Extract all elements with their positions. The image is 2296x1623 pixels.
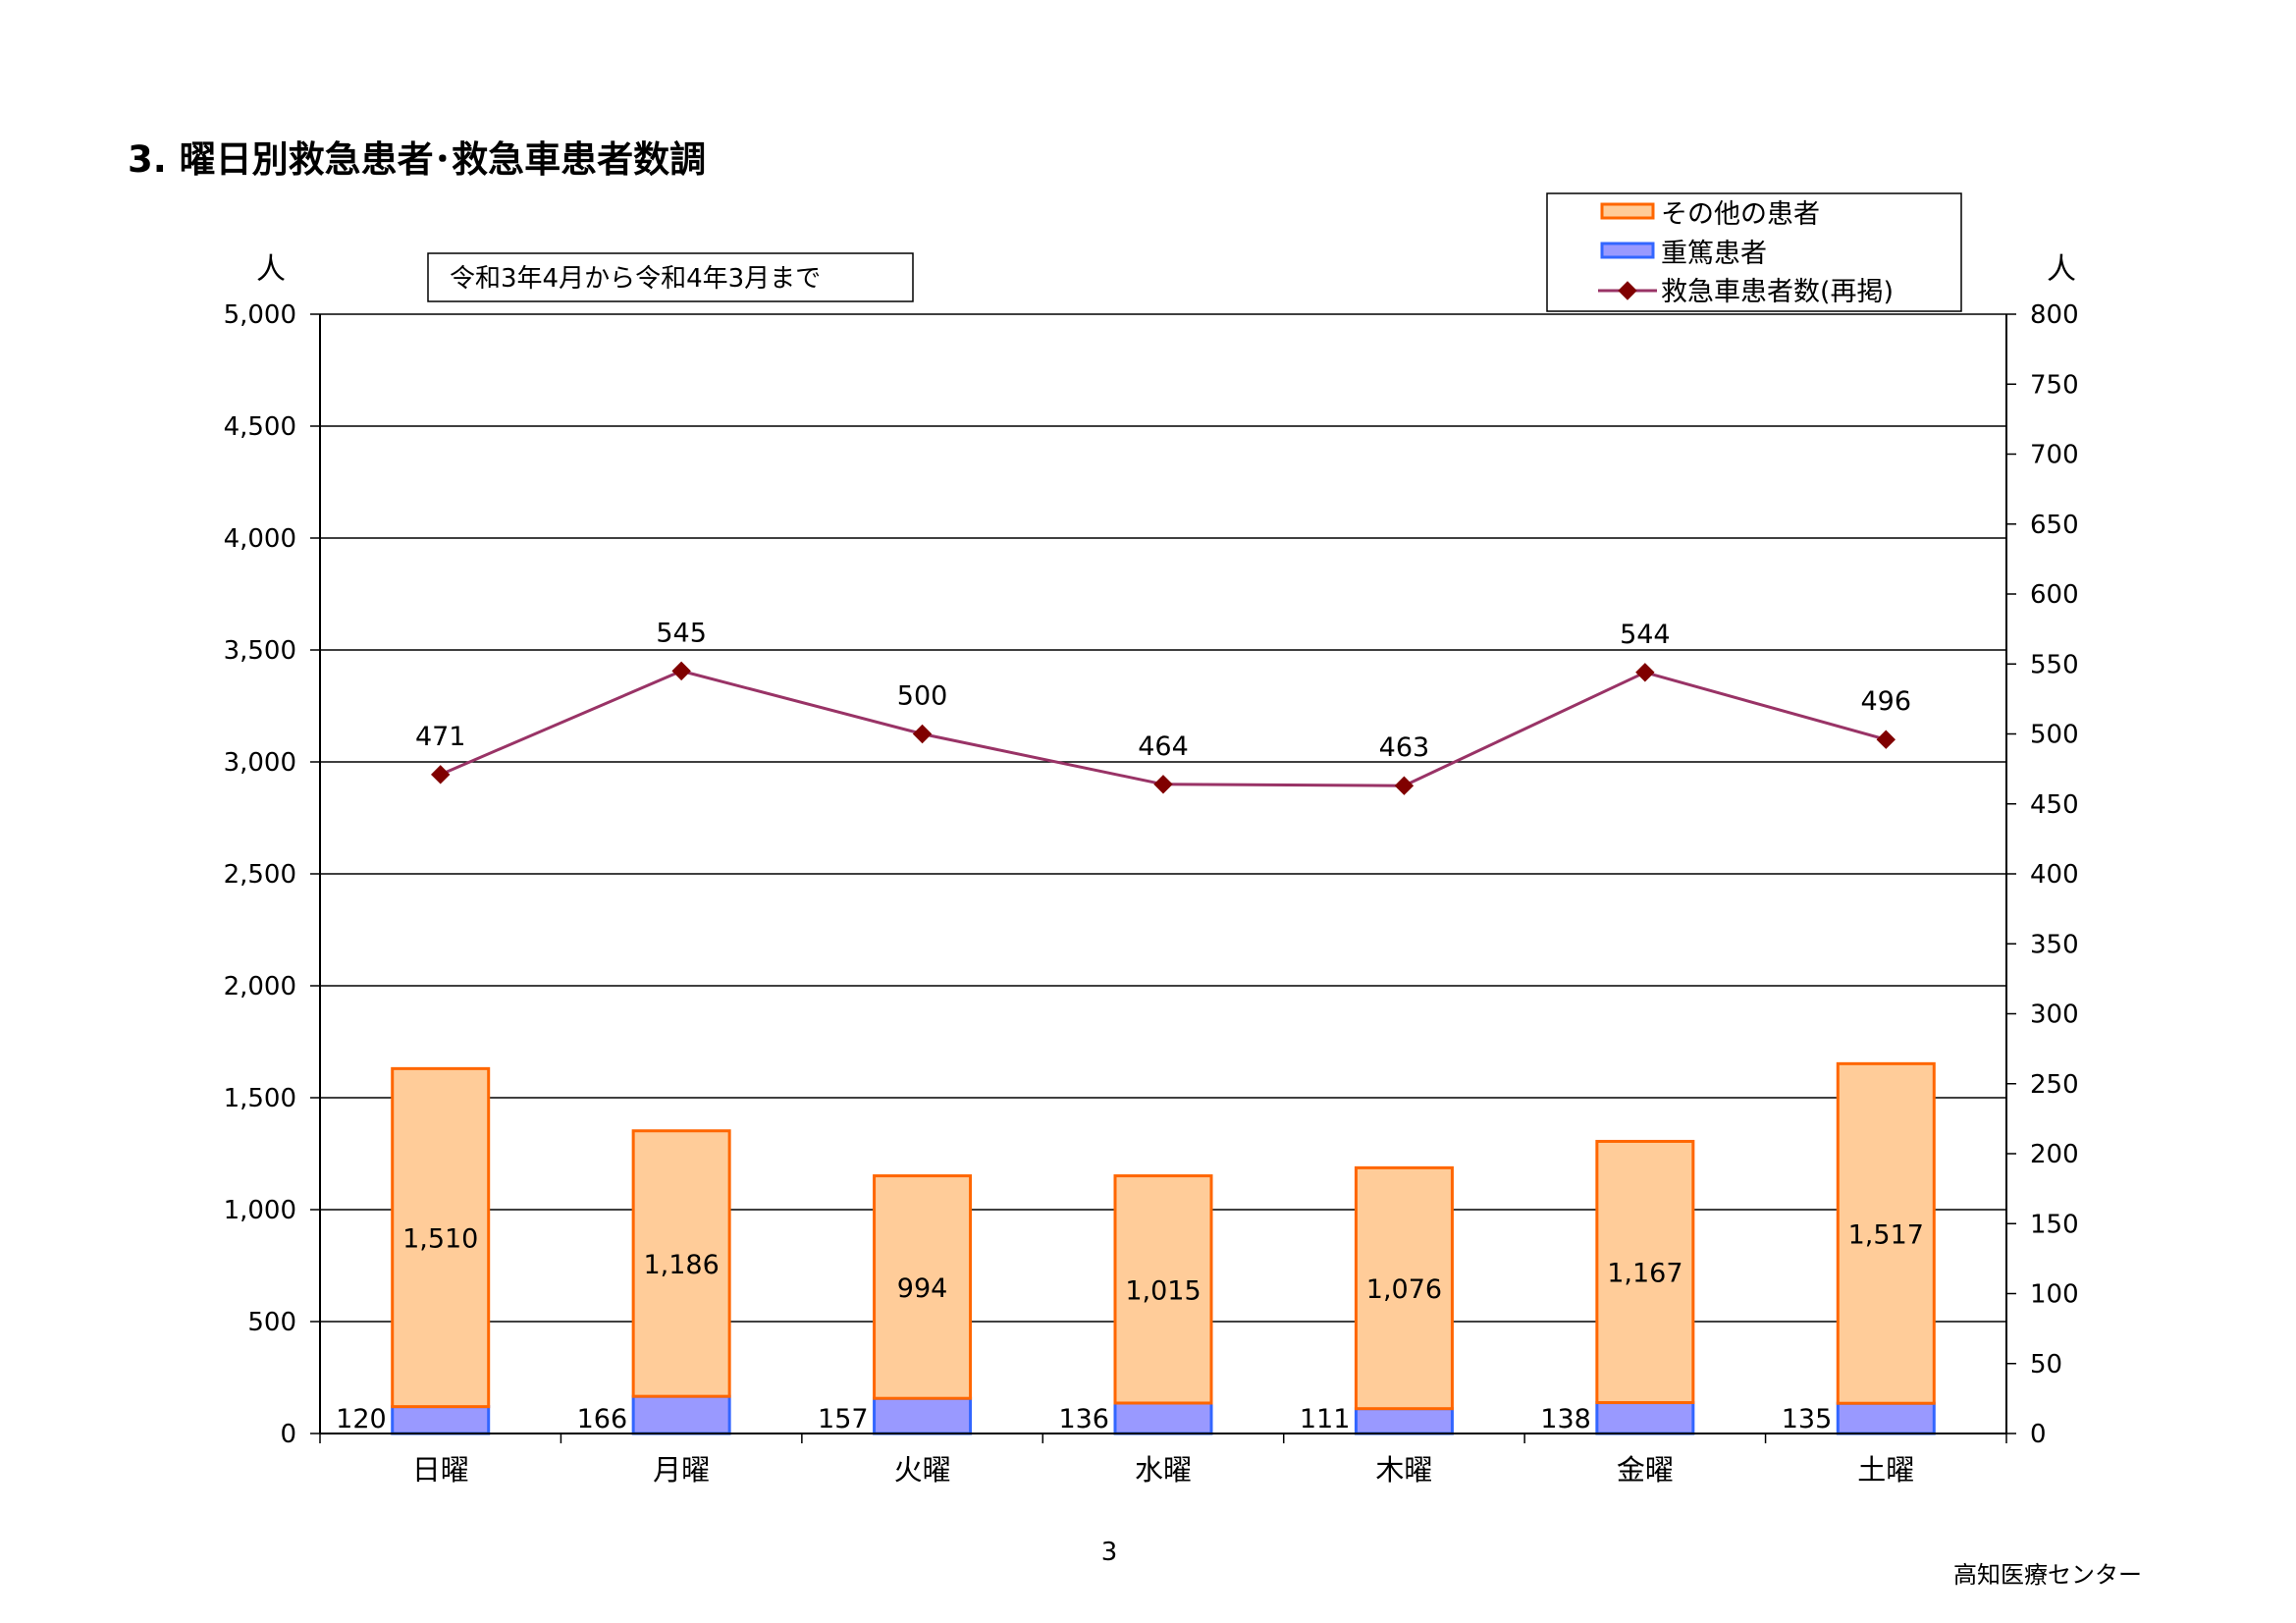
period-note-box: 令和3年4月から令和4年3月まで [427, 252, 914, 302]
data-label-other: 994 [897, 1273, 948, 1304]
left-axis-tick-label: 3,000 [224, 748, 296, 778]
right-axis-tick-label: 200 [2030, 1140, 2079, 1169]
footer-organization: 高知医療センター [1953, 1561, 2142, 1589]
bar-severe [391, 1405, 491, 1435]
left-axis-tick-label: 1,500 [224, 1084, 296, 1113]
legend-label-ambulance: 救急車患者数(再掲) [1661, 277, 1894, 307]
bar-other [391, 1066, 491, 1409]
x-axis-tick-label: 土曜 [1857, 1453, 1914, 1487]
data-label-ambulance: 463 [1379, 732, 1430, 763]
left-axis-tick-label: 5,000 [224, 300, 296, 330]
right-axis-tick-label: 350 [2030, 930, 2079, 959]
bar-other [1595, 1139, 1695, 1405]
left-axis-tick-label: 1,000 [224, 1196, 296, 1225]
data-label-ambulance: 464 [1138, 731, 1189, 762]
data-label-severe: 136 [1058, 1404, 1109, 1434]
data-label-other: 1,517 [1848, 1219, 1924, 1250]
data-label-ambulance: 496 [1861, 686, 1912, 717]
data-label-severe: 157 [818, 1404, 869, 1434]
right-axis-tick-label: 0 [2030, 1420, 2047, 1449]
data-labels: 120 1,510 166 1,186 157 994 136 1,015 111 1,076 13… [336, 618, 1924, 1434]
bar-other [1354, 1165, 1454, 1411]
bar-severe [1113, 1401, 1213, 1435]
right-axis-tick-label: 250 [2030, 1070, 2079, 1100]
right-axis-tick-label: 50 [2030, 1350, 2062, 1380]
bar-severe [631, 1394, 731, 1435]
ambulance-marker [1394, 776, 1415, 795]
ambulance-marker [671, 661, 691, 681]
left-axis-tick-label: 3,500 [224, 636, 296, 666]
bar-severe [1595, 1401, 1695, 1435]
x-axis-tick-label: 金曜 [1617, 1453, 1674, 1487]
ambulance-marker [431, 765, 451, 784]
left-axis-tick-label: 0 [280, 1420, 296, 1449]
left-axis-tick-label: 4,500 [224, 412, 296, 442]
legend: その他の患者 重篤患者 救急車患者数(再掲) [1546, 192, 1962, 312]
axis-ticks: 05001,0001,5002,0002,5003,0003,5004,0004… [224, 300, 2079, 1487]
legend-marker-sample [1618, 281, 1637, 300]
data-label-severe: 135 [1782, 1404, 1833, 1434]
right-axis-tick-label: 150 [2030, 1210, 2079, 1239]
ambulance-marker [912, 724, 933, 744]
right-axis-unit: 人 [2047, 252, 2076, 287]
data-label-other: 1,015 [1125, 1275, 1201, 1306]
data-label-ambulance: 545 [656, 618, 707, 648]
data-label-other: 1,510 [402, 1224, 478, 1255]
right-axis-tick-label: 550 [2030, 650, 2079, 679]
page-number: 3 [1100, 1538, 1118, 1567]
data-label-ambulance: 500 [897, 681, 948, 712]
bar-other [1836, 1061, 1936, 1405]
data-label-other: 1,076 [1366, 1274, 1442, 1305]
legend-swatch-severe [1600, 242, 1655, 259]
bar-other [873, 1174, 973, 1400]
data-label-other: 1,167 [1607, 1258, 1682, 1288]
x-axis-tick-label: 木曜 [1375, 1453, 1432, 1487]
right-axis-tick-label: 700 [2030, 441, 2079, 470]
left-axis-tick-label: 2,000 [224, 972, 296, 1001]
left-axis-tick-label: 500 [247, 1308, 296, 1337]
bar-severe [873, 1396, 973, 1435]
ambulance-marker [1153, 775, 1173, 794]
bar-severe [1354, 1407, 1454, 1435]
right-axis-tick-label: 500 [2030, 721, 2079, 750]
right-axis-tick-label: 400 [2030, 860, 2079, 890]
bars [391, 1061, 1936, 1435]
right-axis-tick-label: 600 [2030, 580, 2079, 610]
data-label-severe: 138 [1540, 1404, 1591, 1434]
data-label-ambulance: 471 [415, 722, 466, 752]
x-axis-tick-label: 火曜 [894, 1453, 951, 1487]
bar-other [1113, 1174, 1213, 1405]
x-axis-tick-label: 日曜 [412, 1453, 469, 1487]
right-axis-tick-label: 650 [2030, 511, 2079, 540]
data-label-other: 1,186 [643, 1250, 719, 1280]
left-axis-tick-label: 4,000 [224, 524, 296, 554]
legend-label-severe: 重篤患者 [1661, 239, 1767, 269]
left-axis-unit: 人 [256, 252, 286, 287]
data-label-severe: 120 [336, 1404, 387, 1434]
right-axis-tick-label: 100 [2030, 1280, 2079, 1310]
data-label-severe: 111 [1300, 1404, 1351, 1434]
bar-other [631, 1129, 731, 1398]
data-label-severe: 166 [577, 1404, 628, 1434]
x-axis-tick-label: 水曜 [1135, 1453, 1192, 1487]
period-note: 令和3年4月から令和4年3月まで [450, 264, 821, 294]
data-label-ambulance: 544 [1620, 620, 1671, 650]
bar-severe [1836, 1401, 1936, 1435]
right-axis-tick-label: 800 [2030, 300, 2079, 330]
page-title: 3. 曜日別救急患者･救急車患者数調 [128, 138, 707, 181]
ambulance-marker [1876, 730, 1896, 749]
legend-label-other: その他の患者 [1661, 199, 1820, 230]
right-axis-tick-label: 300 [2030, 1001, 2079, 1030]
right-axis-tick-label: 450 [2030, 790, 2079, 820]
right-axis-tick-label: 750 [2030, 370, 2079, 400]
left-axis-tick-label: 2,500 [224, 860, 296, 890]
ambulance-line [431, 661, 1896, 795]
legend-swatch-other [1600, 202, 1655, 220]
ambulance-marker [1635, 663, 1655, 682]
grid-lines [320, 313, 2006, 1323]
x-axis-tick-label: 月曜 [653, 1453, 710, 1487]
